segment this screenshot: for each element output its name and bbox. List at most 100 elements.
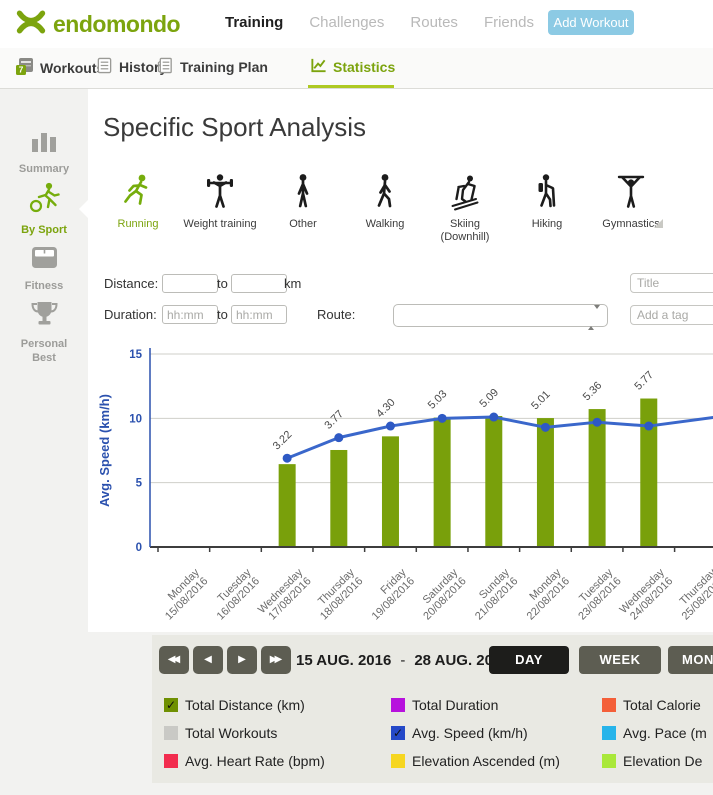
add-workout-button[interactable]: Add Workout xyxy=(548,10,634,35)
svg-text:10: 10 xyxy=(129,413,142,425)
sport-analysis-chart: 3.22 3.77 4.30 5.03 5.09 5.01 5.36 5.77 0 5 10 15 Av… xyxy=(97,348,713,624)
sport-other[interactable]: Other xyxy=(263,173,343,231)
hiking-icon xyxy=(538,174,556,208)
svg-text:Tuesday23/08/2016: Tuesday23/08/2016 xyxy=(568,566,624,622)
legend-total-calories[interactable]: ✓ Total Calorie xyxy=(602,697,701,713)
legend-swatch: ✓ xyxy=(164,726,178,740)
sub-nav: 7 Workouts History Training Plan xyxy=(0,48,713,89)
sport-hiking[interactable]: Hiking xyxy=(507,173,587,231)
history-list-icon xyxy=(96,57,113,77)
sport-label: Other xyxy=(289,218,317,230)
brand-logo[interactable]: endomondo xyxy=(16,10,181,39)
duration-to-input[interactable] xyxy=(231,305,287,324)
sport-running[interactable]: Running xyxy=(98,173,178,231)
date-last-button[interactable]: ▶▶ xyxy=(261,646,291,674)
svg-text:Monday15/08/2016: Monday15/08/2016 xyxy=(155,566,211,622)
date-range-start: 15 AUG. 2016 xyxy=(296,652,392,669)
date-first-button[interactable]: ◀◀ xyxy=(159,646,189,674)
duration-from-input[interactable] xyxy=(162,305,218,324)
legend-label: Avg. Heart Rate (bpm) xyxy=(185,753,325,769)
tab-statistics-label: Statistics xyxy=(333,59,396,75)
sidebar-item-summary[interactable]: Summary xyxy=(0,130,88,176)
svg-text:5.01: 5.01 xyxy=(529,389,553,413)
sport-label: Hiking xyxy=(531,218,563,230)
svg-text:4.30: 4.30 xyxy=(374,397,398,421)
fitness-scale-icon xyxy=(31,247,57,268)
sport-weight-training[interactable]: Weight training xyxy=(180,173,260,231)
tab-history-label: History xyxy=(119,59,168,75)
legend-label: Avg. Pace (m xyxy=(623,725,707,741)
title-filter-input[interactable] xyxy=(630,273,713,293)
statistics-active-underline xyxy=(308,85,394,88)
sidebar-item-label: Fitness xyxy=(24,280,64,292)
tab-workouts-label: Workouts xyxy=(40,59,105,76)
legend-label: Total Duration xyxy=(412,697,499,713)
top-nav: Training Challenges Routes Friends xyxy=(225,14,534,31)
check-icon: ✓ xyxy=(392,726,404,740)
svg-text:Friday19/08/2016: Friday19/08/2016 xyxy=(361,566,417,622)
sidebar-item-label: Summary xyxy=(18,163,70,175)
svg-text:0: 0 xyxy=(136,542,142,554)
legend-label: Avg. Speed (km/h) xyxy=(412,725,528,741)
mode-week-button[interactable]: WEEK xyxy=(579,646,661,674)
select-stepper-icon xyxy=(588,305,600,330)
route-select[interactable] xyxy=(393,304,608,330)
tab-statistics[interactable]: Statistics xyxy=(310,57,395,77)
date-and-legend-panel: ◀◀ ◀ ▶ ▶▶ 15 AUG. 2016-28 AUG. 2016 DAY … xyxy=(152,635,713,783)
svg-text:Avg. Speed (km/h): Avg. Speed (km/h) xyxy=(97,394,112,507)
sports-more-corner-icon[interactable] xyxy=(654,219,663,228)
sidebar-item-personal-best[interactable]: Personal Best xyxy=(0,300,88,365)
legend-swatch: ✓ xyxy=(391,698,405,712)
sport-gymnastics[interactable]: Gymnastics xyxy=(591,173,671,231)
nav-friends[interactable]: Friends xyxy=(483,14,534,31)
mode-month-button[interactable]: MON xyxy=(668,646,713,674)
distance-from-input[interactable] xyxy=(162,274,218,293)
nav-routes[interactable]: Routes xyxy=(410,14,458,31)
nav-training[interactable]: Training xyxy=(225,14,284,31)
date-range: 15 AUG. 2016-28 AUG. 2016 xyxy=(296,652,510,669)
distance-to-input[interactable] xyxy=(231,274,287,293)
sport-walking[interactable]: Walking xyxy=(345,173,425,231)
legend-label: Total Distance (km) xyxy=(185,697,305,713)
tab-workouts[interactable]: 7 Workouts xyxy=(16,57,104,78)
legend-total-duration[interactable]: ✓ Total Duration xyxy=(391,697,498,713)
other-person-icon xyxy=(297,174,309,208)
date-prev-button[interactable]: ◀ xyxy=(193,646,223,674)
legend-avg-pace[interactable]: ✓ Avg. Pace (m xyxy=(602,725,707,741)
nav-challenges[interactable]: Challenges xyxy=(309,14,385,31)
legend-avg-speed[interactable]: ✓ Avg. Speed (km/h) xyxy=(391,725,528,741)
legend-total-distance[interactable]: ✓ Total Distance (km) xyxy=(164,697,305,713)
tab-training-plan[interactable]: Training Plan xyxy=(157,57,268,77)
svg-text:3.77: 3.77 xyxy=(322,408,346,432)
svg-text:Tuesday16/08/2016: Tuesday16/08/2016 xyxy=(206,566,262,622)
tab-history[interactable]: History xyxy=(96,57,167,77)
legend-swatch: ✓ xyxy=(602,754,616,768)
summary-bars-icon xyxy=(32,133,56,152)
double-left-arrow-icon: ◀◀ xyxy=(167,654,181,665)
sport-label: Weight training xyxy=(183,218,257,230)
legend-avg-heart-rate[interactable]: ✓ Avg. Heart Rate (bpm) xyxy=(164,753,325,769)
skiing-downhill-icon xyxy=(451,175,479,211)
mode-day-button[interactable]: DAY xyxy=(489,646,569,674)
legend-label: Elevation De xyxy=(623,753,703,769)
personal-best-trophy-icon xyxy=(30,302,58,325)
sport-skiing-downhill[interactable]: Skiing (Downhill) xyxy=(425,173,505,244)
svg-text:Sunday21/08/2016: Sunday21/08/2016 xyxy=(464,566,520,622)
svg-text:Wednesday24/08/2016: Wednesday24/08/2016 xyxy=(617,566,675,624)
sidebar-item-fitness[interactable]: Fitness xyxy=(0,246,88,293)
add-tag-input[interactable] xyxy=(630,305,713,325)
running-icon xyxy=(124,174,148,205)
legend-total-workouts[interactable]: ✓ Total Workouts xyxy=(164,725,277,741)
sport-label: Skiing (Downhill) xyxy=(440,218,490,243)
legend-elevation-ascended[interactable]: ✓ Elevation Ascended (m) xyxy=(391,753,560,769)
sidebar-item-by-sport[interactable]: By Sport xyxy=(0,180,88,237)
legend-elevation-descended[interactable]: ✓ Elevation De xyxy=(602,753,702,769)
sport-label: Walking xyxy=(365,218,405,230)
to-label: to xyxy=(217,307,228,322)
svg-text:Saturday20/08/2016: Saturday20/08/2016 xyxy=(413,566,469,622)
by-sport-multisport-icon xyxy=(29,182,60,213)
legend-swatch: ✓ xyxy=(602,726,616,740)
duration-filter-label: Duration: xyxy=(104,307,157,322)
date-next-button[interactable]: ▶ xyxy=(227,646,257,674)
to-label: to xyxy=(217,276,228,291)
